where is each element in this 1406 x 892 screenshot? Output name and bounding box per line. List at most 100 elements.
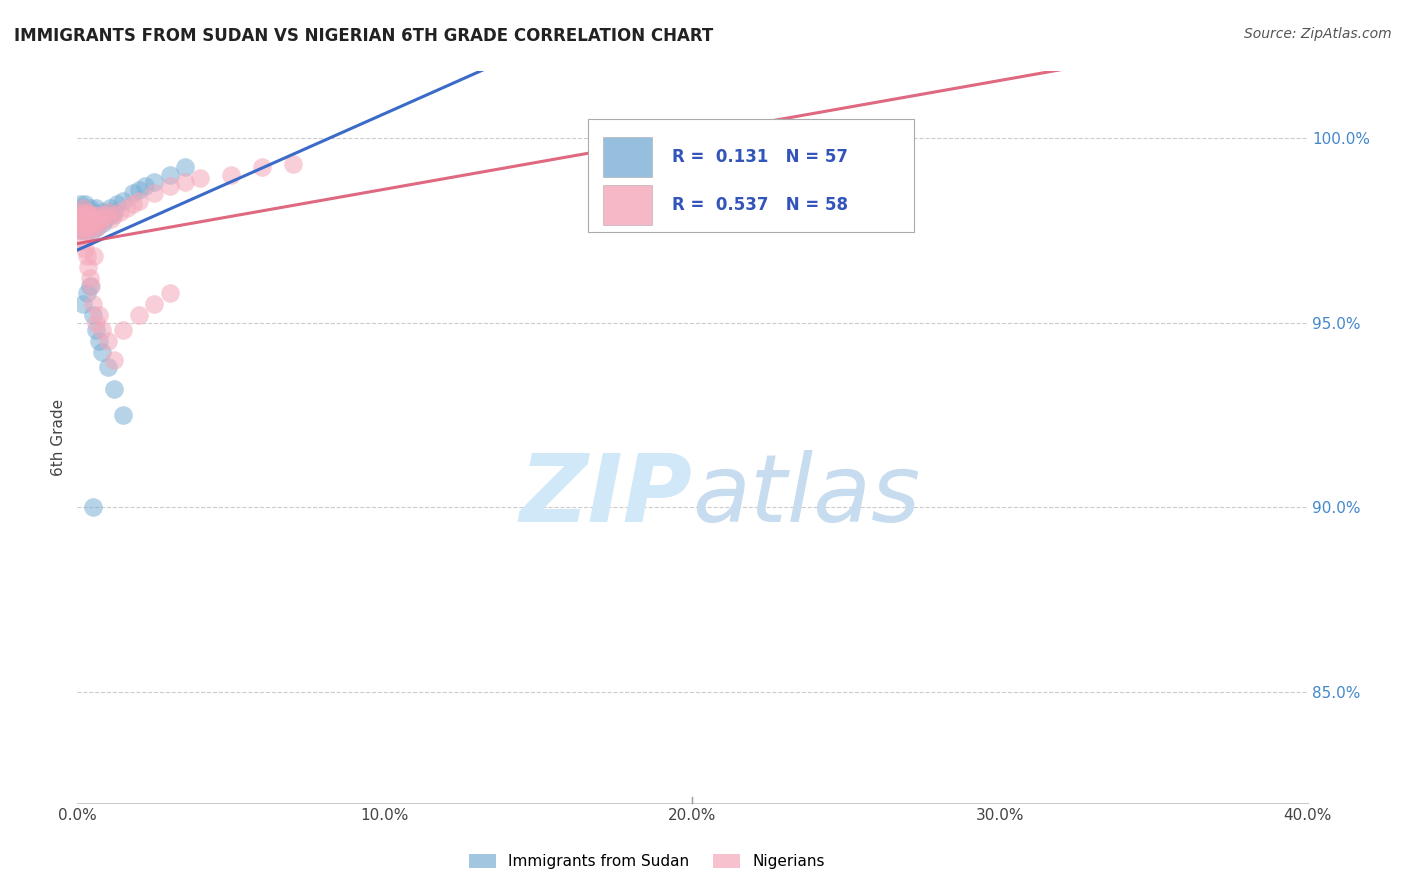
Point (79, 209, 101, 223)
Point (82, 212, 104, 227)
Legend: Immigrants from Sudan, Nigerians: Immigrants from Sudan, Nigerians (463, 848, 831, 875)
Point (100, 212, 122, 227)
Point (121, 197, 143, 211)
Point (79, 223, 101, 237)
FancyBboxPatch shape (588, 119, 914, 232)
Point (112, 323, 135, 337)
Point (97, 359, 120, 374)
Point (82, 209, 104, 223)
Point (190, 171, 212, 186)
Point (159, 168, 181, 182)
Point (835, 123, 858, 137)
Point (82, 500, 104, 515)
Point (73, 216, 96, 230)
Point (159, 178, 181, 193)
Point (77, 260, 100, 274)
Point (72, 201, 94, 215)
Point (87, 334, 110, 348)
Point (86, 219, 108, 234)
Text: Source: ZipAtlas.com: Source: ZipAtlas.com (1244, 27, 1392, 41)
Point (82, 223, 104, 237)
Point (76, 223, 98, 237)
Point (84, 316, 107, 330)
Point (94, 212, 117, 227)
Point (121, 186, 143, 201)
Point (105, 197, 128, 211)
Point (69, 212, 91, 227)
Point (93, 216, 115, 230)
Point (70, 219, 93, 234)
Point (82, 204, 104, 219)
Point (83, 249, 105, 263)
Point (103, 352, 125, 367)
Point (110, 204, 132, 219)
Point (84, 209, 107, 223)
Point (87, 308, 110, 322)
Point (72, 297, 94, 311)
Point (70, 219, 93, 234)
Point (219, 168, 242, 182)
Point (90, 345, 114, 359)
Point (89, 209, 111, 223)
Text: ZIP: ZIP (520, 450, 693, 541)
Point (70, 201, 93, 215)
Point (87, 209, 110, 223)
Point (72, 216, 94, 230)
Point (82, 297, 104, 311)
Point (103, 209, 125, 223)
Point (72, 235, 94, 249)
Point (70, 209, 93, 223)
Point (79, 278, 101, 293)
Point (73, 242, 96, 256)
Point (69, 223, 91, 237)
Point (281, 157, 304, 171)
Point (69, 197, 91, 211)
Point (77, 212, 100, 227)
Point (96, 209, 118, 223)
Point (72, 204, 94, 219)
Point (89, 216, 111, 230)
Point (103, 204, 125, 219)
Point (94, 209, 117, 223)
Point (82, 308, 104, 322)
Point (174, 175, 197, 189)
Point (69, 204, 91, 219)
Point (76, 212, 98, 227)
Point (90, 323, 114, 337)
Y-axis label: 6th Grade: 6th Grade (51, 399, 66, 475)
Text: atlas: atlas (693, 450, 921, 541)
Point (84, 212, 107, 227)
Text: R =  0.131   N = 57: R = 0.131 N = 57 (672, 148, 848, 166)
Point (67, 212, 90, 227)
Point (128, 183, 150, 197)
Point (84, 323, 107, 337)
Point (159, 285, 181, 300)
Point (97, 334, 120, 348)
Point (90, 212, 114, 227)
Point (77, 216, 100, 230)
Point (69, 204, 91, 219)
Point (103, 382, 125, 396)
Point (80, 219, 103, 234)
Point (70, 209, 93, 223)
Point (72, 212, 94, 227)
Point (87, 212, 110, 227)
Point (112, 408, 135, 422)
Point (97, 204, 120, 219)
Point (76, 204, 98, 219)
Point (143, 186, 166, 201)
Point (80, 278, 103, 293)
Point (73, 212, 96, 227)
Point (83, 216, 105, 230)
Point (143, 297, 166, 311)
Point (76, 209, 98, 223)
Point (77, 216, 100, 230)
Point (76, 249, 98, 263)
Point (112, 194, 135, 208)
Point (98, 201, 121, 215)
Point (174, 161, 197, 175)
Point (77, 209, 100, 223)
Point (80, 212, 103, 227)
Point (250, 161, 273, 175)
Point (73, 197, 96, 211)
